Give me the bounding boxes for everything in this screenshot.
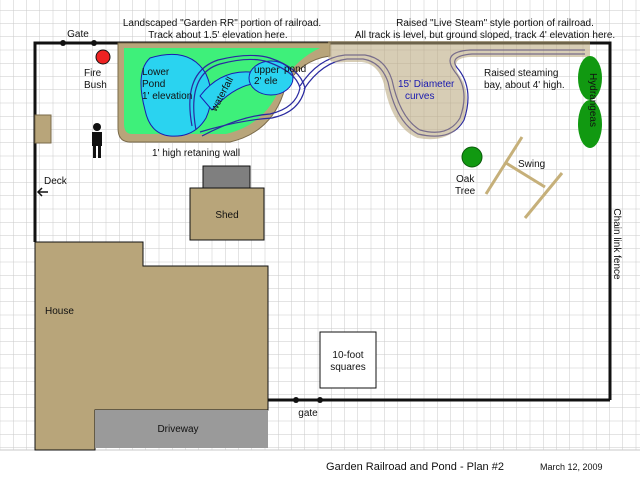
plan-title: Garden Railroad and Pond - Plan #2: [326, 461, 504, 473]
lower-pond-label-line3: 1' elevation: [142, 91, 192, 102]
gate-top-post-right: [91, 40, 97, 46]
oak-tree-label-line2: Tree: [455, 186, 476, 197]
garden-rr-label-line2: Track about 1.5' elevation here.: [148, 30, 287, 41]
steaming-bay-label-line1: Raised steaming: [484, 68, 558, 79]
deck-stub: [34, 114, 52, 144]
lower-pond-label-line2: Pond: [142, 79, 165, 90]
footer-strip: [0, 450, 640, 480]
deck-arrow: [36, 187, 48, 197]
hydrangeas-label: Hydrangeas: [587, 73, 598, 127]
driveway: [95, 410, 268, 448]
oak-tree: [461, 146, 483, 168]
plan-date: March 12, 2009: [540, 462, 603, 472]
fire-bush-label-line2: Bush: [84, 80, 107, 91]
gate-bottom-post-right: [317, 397, 323, 403]
live-steam-label-line2: All track is level, but ground sloped, t…: [355, 30, 615, 41]
upper-pond-label-line2: 2' ele: [254, 76, 278, 87]
diameter-label-line2: curves: [405, 91, 434, 102]
shed: [189, 187, 265, 241]
deck-label: Deck: [44, 176, 68, 187]
gate-bottom-label: gate: [298, 408, 318, 419]
scale-label-line1: 10-foot: [332, 350, 363, 361]
house-label: House: [45, 306, 74, 317]
fire-bush: [95, 49, 111, 65]
oak-tree-label-line1: Oak: [456, 174, 475, 185]
shed-label: Shed: [215, 210, 238, 221]
garden-rr-label-line1: Landscaped "Garden RR" portion of railro…: [123, 18, 321, 29]
gate-top-label: Gate: [67, 29, 89, 40]
upper-pond: [248, 60, 294, 96]
swing-label: Swing: [518, 159, 545, 170]
lower-pond-label-line1: Lower: [142, 67, 170, 78]
hydrangea-top: [578, 56, 602, 100]
shed-roof-vent: [202, 165, 251, 189]
upper-pond-label-line1: upper: [254, 65, 280, 76]
hydrangea-bottom: [578, 100, 602, 148]
scale-box: [319, 331, 377, 389]
retaining-wall-label: 1' high retaning wall: [152, 148, 240, 159]
swing-frame: [484, 136, 564, 219]
chain-fence-label: Chain link fence: [611, 208, 622, 280]
live-steam-area: [328, 41, 590, 140]
diameter-label-line1: 15' Diameter: [398, 79, 455, 90]
scale-label-line2: squares: [330, 362, 366, 373]
fire-bush-label-line1: Fire: [84, 68, 102, 79]
gate-bottom-post-left: [293, 397, 299, 403]
gate-top-post-left: [60, 40, 66, 46]
person-figure: [92, 123, 102, 158]
live-steam-label-line1: Raised "Live Steam" style portion of rai…: [396, 18, 594, 29]
driveway-label: Driveway: [157, 424, 198, 435]
steaming-bay-label-line2: bay, about 4' high.: [484, 80, 565, 91]
upper-pond-word-label: pond: [284, 64, 306, 75]
